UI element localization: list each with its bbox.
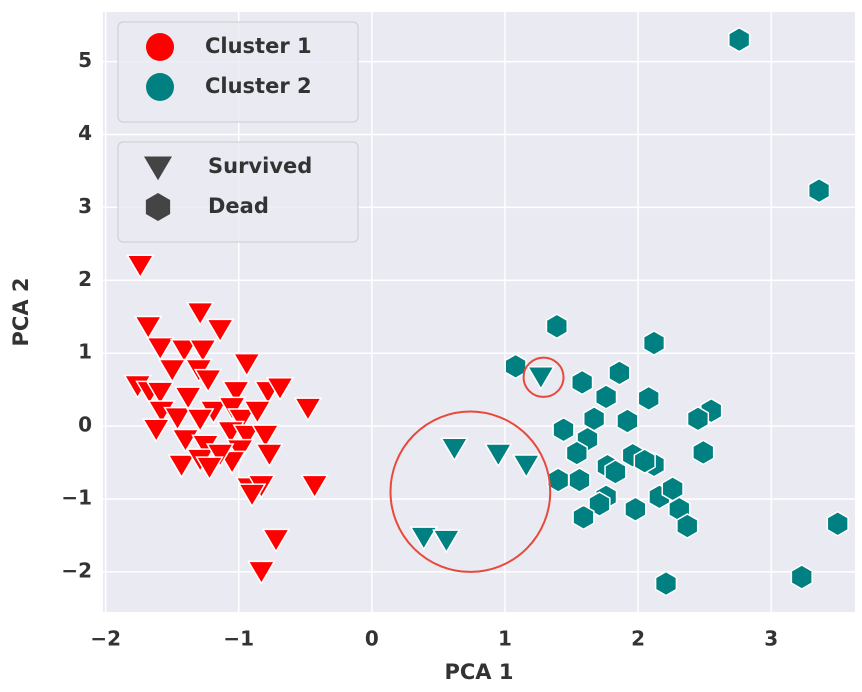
legend-box — [117, 21, 359, 123]
point — [654, 570, 678, 597]
point — [243, 400, 272, 425]
point — [185, 301, 215, 327]
x-tick-label: 1 — [498, 627, 512, 651]
point — [141, 418, 171, 443]
point — [195, 456, 224, 481]
annotation-circle — [522, 356, 565, 398]
point — [247, 560, 276, 586]
x-tick-label: 2 — [631, 627, 645, 651]
point — [604, 459, 627, 485]
point — [185, 408, 215, 433]
point — [552, 416, 575, 443]
point — [633, 448, 656, 474]
point — [571, 369, 594, 396]
legend-marker — [144, 156, 172, 181]
point — [193, 368, 223, 394]
point — [409, 526, 439, 551]
point — [432, 529, 461, 554]
legend-marker — [145, 193, 171, 221]
x-tick-label: 0 — [365, 627, 379, 651]
point — [293, 397, 323, 422]
series: Cluster 2 — [409, 366, 556, 554]
point — [676, 513, 699, 539]
point — [169, 339, 199, 364]
y-tick-label: 1 — [78, 340, 92, 364]
legend-label: Cluster 1 — [205, 34, 312, 58]
point — [790, 564, 813, 590]
point — [686, 405, 710, 432]
legend-label: Dead — [208, 194, 269, 218]
point — [125, 254, 155, 279]
point — [440, 437, 469, 462]
series: Cluster 1 — [123, 254, 329, 586]
point — [637, 385, 660, 412]
point — [232, 424, 262, 449]
x-axis-title: PCA 1 — [445, 660, 514, 684]
point — [133, 315, 163, 341]
point — [594, 384, 618, 410]
x-tick-label: −2 — [90, 627, 121, 651]
point — [826, 510, 849, 537]
point — [221, 380, 251, 405]
legend-label: Survived — [208, 154, 312, 178]
point — [608, 360, 631, 386]
point — [642, 330, 666, 356]
point — [237, 483, 267, 508]
point — [483, 443, 513, 468]
point — [300, 474, 329, 499]
point — [173, 386, 203, 411]
point — [728, 26, 751, 53]
point — [624, 496, 647, 523]
point — [504, 353, 527, 380]
point — [227, 408, 256, 433]
x-tick-label: 3 — [764, 627, 778, 651]
legend-marker — [146, 73, 174, 101]
y-tick-label: 3 — [78, 194, 92, 218]
legend-box — [117, 141, 359, 243]
point — [545, 313, 569, 340]
y-axis-title: PCA 2 — [9, 278, 33, 347]
point — [251, 424, 280, 449]
point — [692, 439, 715, 466]
point — [616, 408, 639, 434]
point — [588, 491, 611, 517]
point — [145, 336, 175, 362]
point — [255, 443, 284, 468]
point — [145, 381, 175, 406]
point — [167, 454, 196, 479]
y-tick-label: 2 — [78, 267, 92, 291]
y-tick-label: 4 — [78, 121, 92, 145]
x-tick-label: −1 — [223, 627, 254, 651]
point — [265, 376, 295, 402]
point — [205, 318, 235, 343]
annotation-circle — [389, 410, 552, 573]
point — [205, 443, 235, 468]
point — [572, 504, 595, 531]
point — [511, 454, 541, 479]
point — [232, 352, 262, 378]
y-tick-label: 5 — [78, 48, 92, 72]
point — [807, 177, 831, 204]
y-tick-label: −2 — [61, 558, 92, 582]
point — [157, 358, 187, 384]
y-tick-label: 0 — [78, 413, 92, 437]
point — [188, 339, 218, 364]
legend-label: Cluster 2 — [205, 74, 312, 98]
y-tick-label: −1 — [61, 485, 92, 509]
series: Cluster 2 — [504, 26, 849, 597]
point — [163, 406, 192, 432]
legend-marker — [146, 33, 174, 61]
point — [526, 366, 556, 391]
point — [261, 528, 291, 553]
point — [568, 467, 591, 493]
point — [565, 440, 588, 466]
